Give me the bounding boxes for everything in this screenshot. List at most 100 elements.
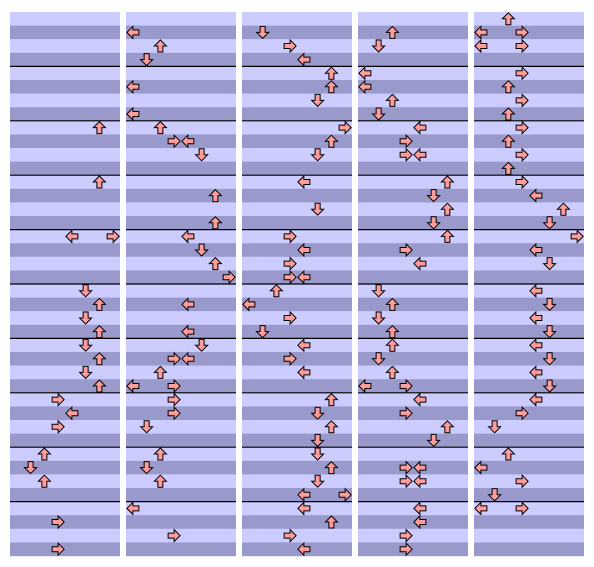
beat-stripe [358,365,468,380]
step-arrow [371,39,386,53]
step-arrow [181,229,195,244]
beat-stripe [358,542,468,557]
beat-stripe [10,120,120,135]
beat-stripe [126,216,236,230]
beat-stripe [358,12,468,26]
step-arrow [181,297,195,312]
step-arrow [440,420,455,434]
step-arrow [283,310,297,326]
step-arrow [371,311,386,325]
step-arrow [515,405,529,421]
beat-stripe [474,406,584,421]
beat-stripe [126,284,236,298]
chart-column [358,12,468,557]
beat-stripe [358,297,468,312]
step-arrow [529,337,543,353]
step-arrow [413,392,427,407]
beat-stripe [126,542,236,557]
beat-stripe [358,352,468,366]
step-arrow [413,514,427,530]
step-arrow [208,216,223,230]
beat-stripe [358,447,468,461]
beat-stripe [10,447,120,461]
beat-stripe [10,216,120,230]
beat-stripe [10,107,120,121]
step-arrow [399,528,413,543]
beat-stripe [126,352,236,366]
step-arrow [126,501,140,516]
beat-stripe [126,447,236,461]
beat-stripe [242,324,352,339]
beat-stripe [242,284,352,298]
step-arrow [501,12,516,26]
beat-stripe [474,93,584,108]
beat-stripe [358,488,468,502]
beat-stripe [10,406,120,421]
step-arrow [501,80,516,94]
step-arrow [371,107,386,121]
step-arrow [399,460,413,475]
beat-stripe [126,270,236,285]
beat-stripe [242,93,352,108]
step-arrow [440,175,455,189]
step-arrow [167,405,181,421]
beat-stripe [242,188,352,203]
beat-stripe [10,324,120,339]
beat-stripe [10,25,120,40]
step-arrow [255,325,270,339]
beat-stripe [358,243,468,257]
step-arrow [501,447,516,461]
step-arrow [283,256,297,271]
step-arrow [51,514,65,530]
step-arrow [399,242,413,258]
step-arrow [153,447,168,461]
beat-stripe [242,12,352,26]
step-arrow [139,53,154,67]
step-arrow [529,310,543,326]
beat-stripe [358,528,468,543]
step-arrow [310,202,325,216]
beat-stripe [358,392,468,407]
beat-stripe [474,229,584,244]
step-arrow [139,420,154,434]
beat-stripe [126,297,236,312]
beat-stripe [474,216,584,230]
beat-stripe [10,515,120,529]
beat-stripe [10,528,120,543]
beat-stripe [126,39,236,53]
step-arrow [399,147,413,163]
step-arrow [297,365,311,380]
beat-stripe [10,148,120,162]
step-arrow [167,351,181,367]
beat-stripe [474,80,584,94]
step-arrow [92,324,107,339]
beat-stripe [474,352,584,366]
step-arrow [208,256,223,271]
beat-stripe [358,175,468,189]
step-arrow [399,473,413,489]
beat-stripe [358,188,468,203]
chart-column [242,12,352,557]
beat-stripe [126,460,236,475]
beat-stripe [10,161,120,176]
beat-stripe [126,256,236,271]
step-arrow [297,242,311,258]
beat-stripe [10,134,120,149]
step-arrow [399,405,413,421]
step-arrow [501,134,516,148]
beat-stripe [358,52,468,67]
beat-stripe [10,379,120,393]
step-arrow [529,365,543,380]
beat-stripe [358,134,468,149]
beat-stripe [358,311,468,325]
beat-stripe [10,474,120,489]
beat-stripe [10,39,120,53]
step-arrow [78,365,93,380]
step-arrow [501,107,516,121]
step-arrow [51,392,65,407]
step-arrow [385,25,400,39]
beat-stripe [358,270,468,285]
beat-stripe [10,284,120,298]
beat-stripe [10,93,120,108]
step-arrow [413,120,427,135]
